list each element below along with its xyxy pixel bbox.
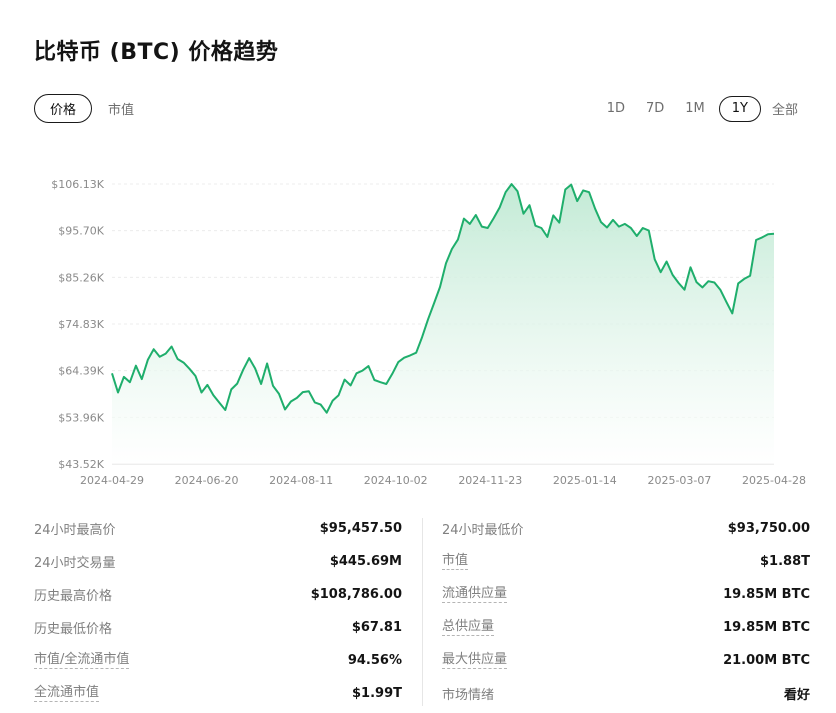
x-tick-label: 2025-04-28 [742, 474, 806, 487]
stat-label-tooltip[interactable]: 流通供应量 [442, 586, 508, 603]
stat-label: 历史最低价格 [34, 622, 113, 637]
price-line [111, 183, 775, 414]
stat-label: 24小时最低价 [442, 523, 524, 538]
stat-row: 总供应量 19.85M BTC [442, 611, 810, 644]
stat-value: $445.69M [329, 554, 402, 569]
stat-label-tooltip[interactable]: 最大供应量 [442, 652, 508, 669]
x-axis: 2024-04-29 2024-06-20 2024-08-11 2024-10-02… [80, 474, 806, 487]
y-tick-label: $43.52K [58, 458, 104, 471]
stat-value: $93,750.00 [727, 521, 810, 536]
y-tick-label: $106.13K [51, 178, 104, 191]
range-1m-button[interactable]: 1M [685, 101, 705, 116]
range-1d-button[interactable]: 1D [606, 101, 625, 116]
y-tick-label: $74.83K [58, 318, 104, 331]
stat-row: 历史最低价格 $67.81 [34, 611, 402, 644]
price-chart[interactable]: $106.13K $95.70K $85.26K $74.83K $64.39K $53.… [0, 160, 836, 495]
stat-row: 历史最高价格 $108,786.00 [34, 578, 402, 611]
stat-value: $108,786.00 [310, 587, 402, 602]
stat-value: $67.81 [351, 620, 402, 635]
stat-label: 24小时最高价 [34, 523, 116, 538]
range-all-button[interactable]: 全部 [771, 103, 798, 118]
column-divider [422, 518, 423, 706]
stat-row: 24小时最高价 $95,457.50 [34, 512, 402, 545]
x-tick-label: 2025-01-14 [553, 474, 617, 487]
stat-row: 24小时最低价 $93,750.00 [442, 512, 810, 545]
stat-value: $95,457.50 [319, 521, 402, 536]
view-tabs: 价格 市值 [34, 93, 134, 124]
x-tick-label: 2024-08-11 [269, 474, 333, 487]
y-tick-label: $95.70K [58, 225, 104, 238]
stat-label-tooltip[interactable]: 市值 [442, 553, 469, 570]
x-tick-label: 2024-11-23 [458, 474, 522, 487]
stat-row: 市场情绪 看好 [442, 677, 810, 710]
stat-label: 市场情绪 [442, 688, 495, 703]
stat-row: 市值 $1.88T [442, 545, 810, 578]
range-7d-button[interactable]: 7D [645, 101, 665, 116]
y-tick-label: $53.96K [58, 411, 104, 424]
stat-label-tooltip[interactable]: 总供应量 [442, 619, 495, 636]
stat-label: 历史最高价格 [34, 589, 113, 604]
y-axis: $106.13K $95.70K $85.26K $74.83K $64.39K $53.… [51, 178, 104, 471]
stat-value: 21.00M BTC [723, 653, 810, 668]
tab-market-cap[interactable]: 市值 [108, 103, 135, 118]
stat-value: 19.85M BTC [723, 587, 810, 602]
x-tick-label: 2024-04-29 [80, 474, 144, 487]
stats-left-column: 24小时最高价 $95,457.50 24小时交易量 $445.69M 历史最高… [34, 512, 402, 710]
page-title: 比特币 (BTC) 价格趋势 [34, 40, 279, 65]
stat-row: 全流通市值 $1.99T [34, 677, 402, 710]
tab-price[interactable]: 价格 [34, 94, 93, 123]
stats-panel: 24小时最高价 $95,457.50 24小时交易量 $445.69M 历史最高… [34, 512, 810, 708]
price-area [112, 184, 774, 464]
stat-row: 市值/全流通市值 94.56% [34, 644, 402, 677]
stat-value: 看好 [783, 688, 810, 703]
range-selector: 1D 7D 1M 1Y 全部 [586, 95, 798, 122]
stat-row: 24小时交易量 $445.69M [34, 545, 402, 578]
stat-label: 24小时交易量 [34, 556, 116, 571]
stat-value: $1.99T [352, 686, 402, 701]
stat-value: 19.85M BTC [723, 620, 810, 635]
stat-value: 94.56% [347, 653, 402, 668]
x-tick-label: 2024-10-02 [364, 474, 428, 487]
stat-row: 最大供应量 21.00M BTC [442, 644, 810, 677]
stat-row: 流通供应量 19.85M BTC [442, 578, 810, 611]
y-tick-label: $64.39K [58, 365, 104, 378]
stat-label-tooltip[interactable]: 全流通市值 [34, 685, 100, 702]
stats-right-column: 24小时最低价 $93,750.00 市值 $1.88T 流通供应量 19.85… [442, 512, 810, 710]
x-tick-label: 2024-06-20 [175, 474, 239, 487]
stat-value: $1.88T [760, 554, 810, 569]
range-1y-button[interactable]: 1Y [718, 95, 761, 122]
x-tick-label: 2025-03-07 [647, 474, 711, 487]
y-tick-label: $85.26K [58, 271, 104, 284]
stat-label-tooltip[interactable]: 市值/全流通市值 [34, 652, 130, 669]
